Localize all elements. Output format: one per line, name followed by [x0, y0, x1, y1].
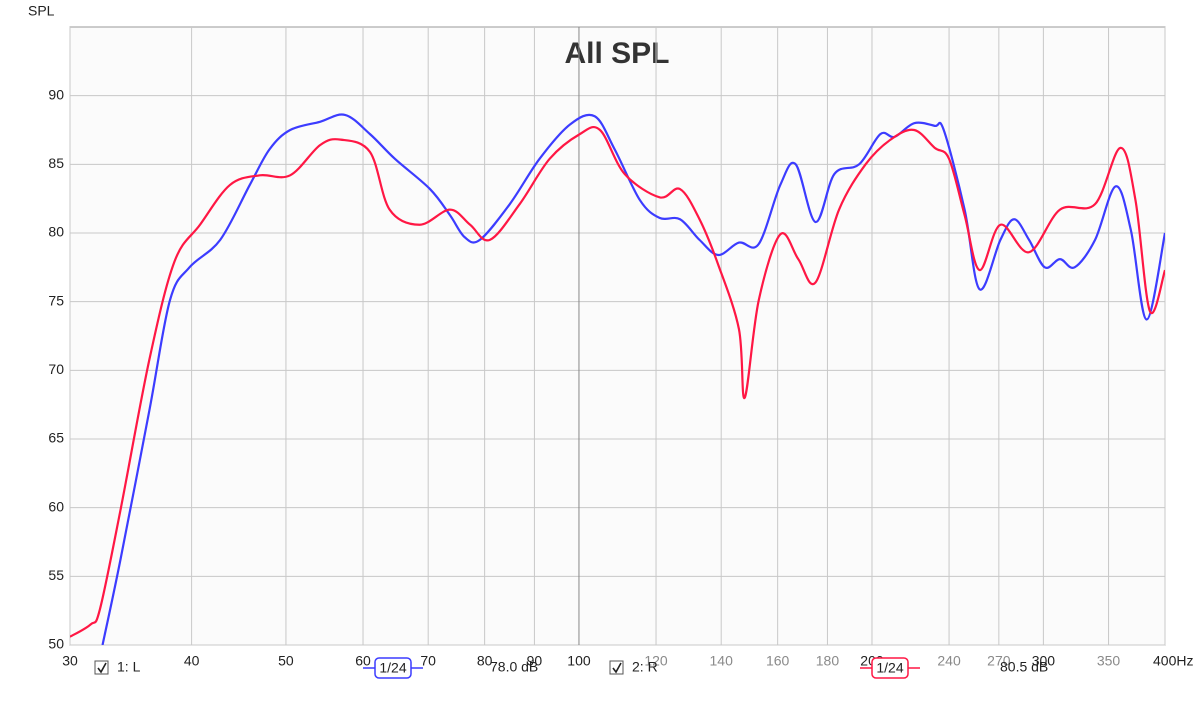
chart-title: All SPL — [564, 37, 669, 70]
x-tick-label: 40 — [184, 653, 200, 669]
y-tick-label: 50 — [48, 636, 64, 652]
x-tick-label: 140 — [710, 653, 734, 669]
x-tick-label: 400Hz — [1153, 653, 1193, 669]
x-tick-label: 60 — [355, 653, 371, 669]
y-tick-label: 55 — [48, 567, 64, 583]
legend-label: 2: R — [632, 659, 658, 675]
readout: 80.5 dB — [1000, 659, 1048, 675]
x-tick-label: 50 — [278, 653, 294, 669]
x-tick-label: 120 — [644, 653, 668, 669]
legend-label: 1: L — [117, 659, 141, 675]
x-tick-label: 30 — [62, 653, 78, 669]
checkbox-check — [612, 662, 622, 674]
y-tick-label: 85 — [48, 155, 64, 171]
readout: 78.0 dB — [490, 659, 538, 675]
smoothing-box — [374, 657, 412, 679]
x-tick-label: 160 — [766, 653, 790, 669]
plot-area — [69, 26, 1166, 646]
y-tick-label: 80 — [48, 224, 64, 240]
y-tick-label: 90 — [48, 86, 64, 102]
checkbox-check — [97, 662, 107, 674]
y-tick-label: 70 — [48, 361, 64, 377]
smoothing-label: 1/24 — [876, 660, 903, 676]
legend-checkbox[interactable] — [94, 660, 109, 675]
legend-checkbox[interactable] — [609, 660, 624, 675]
x-tick-label: 90 — [527, 653, 543, 669]
x-tick-label: 350 — [1097, 653, 1121, 669]
series-line — [70, 126, 1165, 638]
y-tick-label: 60 — [48, 498, 64, 514]
y-tick-label: 65 — [48, 430, 64, 446]
x-tick-label: 270 — [987, 653, 1011, 669]
x-tick-label: 240 — [937, 653, 961, 669]
smoothing-label: 1/24 — [379, 660, 406, 676]
x-tick-label: 180 — [816, 653, 840, 669]
y-tick-label: 75 — [48, 292, 64, 308]
x-tick-label: 70 — [420, 653, 436, 669]
x-tick-label: 80 — [477, 653, 493, 669]
y-axis-label: SPL — [28, 3, 55, 19]
smoothing-box — [871, 657, 909, 679]
series-line — [101, 113, 1165, 645]
x-tick-label: 100 — [567, 653, 591, 669]
x-tick-label: 300 — [1032, 653, 1056, 669]
